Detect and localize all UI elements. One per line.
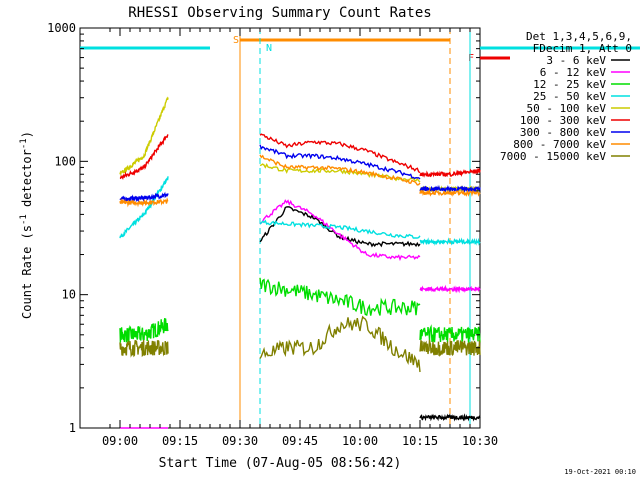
series-line-band-3 bbox=[259, 219, 421, 239]
legend-entry-label: 50 - 100 keV bbox=[527, 102, 607, 115]
series-line-band-0 bbox=[259, 206, 421, 248]
series-line-band-2 bbox=[419, 324, 481, 344]
y-label-sup1: -1 bbox=[19, 214, 29, 225]
series-line-band-2 bbox=[119, 318, 169, 343]
series-line-band-8 bbox=[259, 315, 421, 373]
y-label-sup2: -1 bbox=[19, 138, 29, 149]
series-line-band-3 bbox=[419, 237, 481, 246]
data-series bbox=[119, 96, 481, 429]
series-line-band-7 bbox=[119, 196, 169, 208]
flag-label-saa: S bbox=[233, 35, 239, 46]
y-axis: 1 10 100 1000 bbox=[47, 21, 480, 435]
legend-entry-label: 3 - 6 keV bbox=[546, 54, 606, 67]
series-line-band-8 bbox=[419, 339, 481, 357]
series-line-band-5 bbox=[119, 134, 169, 181]
series-line-band-5 bbox=[259, 133, 421, 174]
series-line-band-7 bbox=[419, 188, 481, 197]
x-tick-label: 10:00 bbox=[342, 434, 378, 448]
legend-entry-label: 25 - 50 keV bbox=[533, 90, 606, 103]
y-axis-label: Count Rate (s-1 detector-1) bbox=[19, 131, 34, 319]
y-tick-label: 10 bbox=[62, 288, 76, 302]
render-timestamp: 19-Oct-2021 00:10 bbox=[564, 468, 636, 476]
x-tick-label: 09:15 bbox=[162, 434, 198, 448]
y-tick-label: 1 bbox=[69, 421, 76, 435]
legend-entry-label: 800 - 7000 keV bbox=[513, 138, 606, 151]
y-tick-label: 100 bbox=[54, 154, 76, 168]
series-line-band-1 bbox=[259, 199, 421, 262]
series-line-band-1 bbox=[419, 284, 481, 294]
vertical-markers bbox=[239, 28, 471, 428]
series-line-band-7 bbox=[259, 154, 421, 186]
series-line-band-6 bbox=[119, 191, 169, 204]
legend-header-1: Det 1,3,4,5,6,9, bbox=[526, 30, 632, 43]
series-line-band-4 bbox=[119, 96, 169, 177]
x-axis: 09:00 09:15 09:30 09:45 10:00 10:15 10:30 bbox=[102, 28, 498, 448]
flag-bars: S N F bbox=[80, 35, 640, 64]
legend-header-2: FDecim 1, Att 0 bbox=[533, 42, 632, 55]
legend: Det 1,3,4,5,6,9, FDecim 1, Att 0 3 - 6 k… bbox=[500, 30, 632, 163]
series-line-band-0 bbox=[419, 413, 481, 422]
x-axis-label: Start Time (07-Aug-05 08:56:42) bbox=[159, 456, 402, 471]
legend-entry-label: 6 - 12 keV bbox=[540, 66, 607, 79]
legend-entry-label: 100 - 300 keV bbox=[520, 114, 606, 127]
y-label-mid: detector bbox=[20, 149, 34, 214]
series-line-band-6 bbox=[259, 144, 421, 180]
x-tick-label: 10:30 bbox=[462, 434, 498, 448]
series-line-band-2 bbox=[259, 277, 421, 316]
series-line-band-8 bbox=[119, 339, 169, 358]
legend-entry-label: 300 - 800 keV bbox=[520, 126, 606, 139]
x-tick-label: 09:00 bbox=[102, 434, 138, 448]
flag-label-night: N bbox=[266, 43, 272, 54]
x-tick-label: 09:30 bbox=[222, 434, 258, 448]
series-line-band-3 bbox=[119, 176, 169, 239]
y-tick-label: 1000 bbox=[47, 21, 76, 35]
series-line-band-5 bbox=[419, 167, 481, 178]
legend-entry-label: 7000 - 15000 keV bbox=[500, 150, 606, 163]
legend-entry-label: 12 - 25 keV bbox=[533, 78, 606, 91]
x-tick-label: 09:45 bbox=[282, 434, 318, 448]
flag-label-flare: F bbox=[468, 53, 474, 64]
y-label-end: ) bbox=[20, 131, 34, 138]
x-tick-label: 10:15 bbox=[402, 434, 438, 448]
y-label-main: Count Rate (s bbox=[20, 225, 34, 319]
chart-title: RHESSI Observing Summary Count Rates bbox=[128, 5, 431, 21]
